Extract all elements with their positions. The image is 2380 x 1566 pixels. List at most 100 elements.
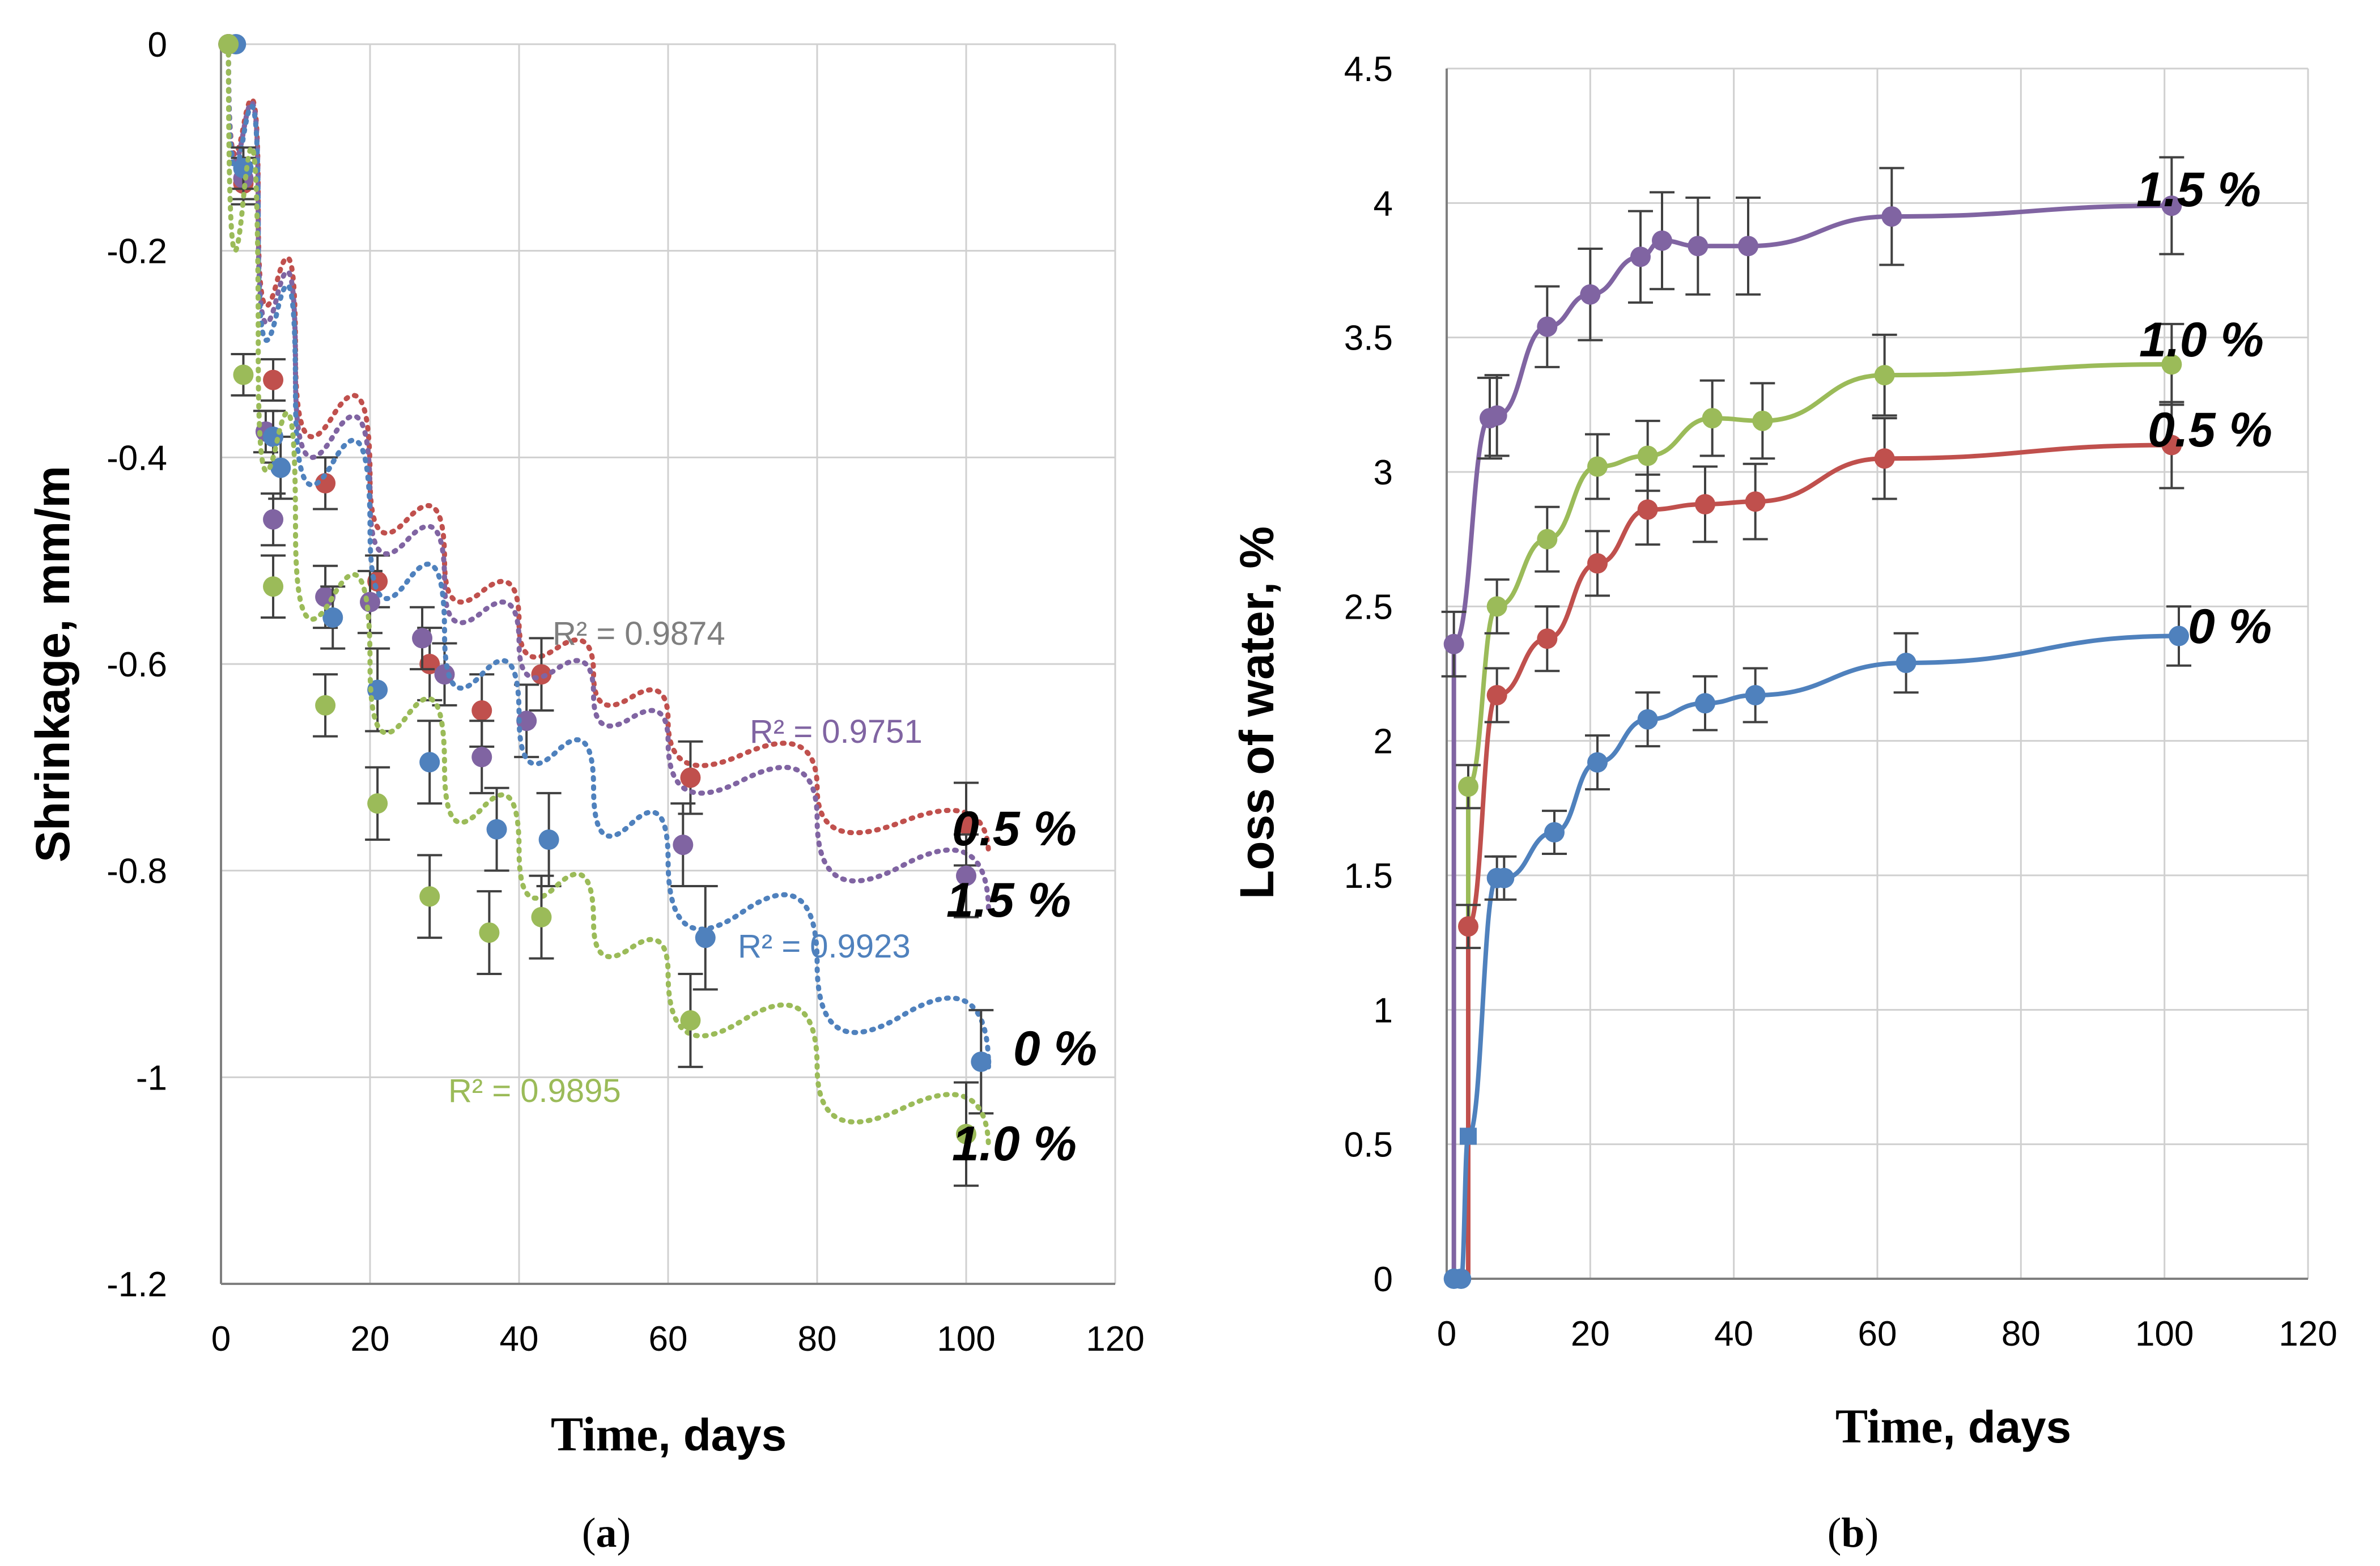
a-series-0-5-point-2 [263, 369, 284, 390]
a-series-0-point-1 [233, 158, 254, 178]
b-y-tick-1: 1 [1374, 991, 1393, 1030]
a-series-1-0-trendline [226, 41, 991, 1152]
b-y-axis-title: Loss of water, % [1230, 526, 1284, 899]
a-y-tick-0-4: -0.4 [107, 439, 167, 478]
a-series-0-5-point-7 [531, 664, 552, 685]
b-caption: (b) [1828, 1510, 1878, 1556]
b-x-tick-0: 0 [1437, 1314, 1456, 1354]
b-x-tick-20: 20 [1571, 1314, 1610, 1354]
b-x-axis-title: Time, days [1835, 1399, 2071, 1453]
b-caption-close: ) [1865, 1510, 1879, 1556]
a-series-0-5-point-9 [956, 814, 976, 835]
b-series-0-point-11 [2169, 625, 2189, 646]
b-x-tick-120: 120 [2279, 1314, 2337, 1354]
b-x-axis-title-rest: , days [1943, 1402, 2071, 1452]
a-series-0-label: 0 % [1013, 1022, 1097, 1076]
a-series-1-5-r2-label: R² = 0.9751 [750, 713, 923, 750]
a-series-1-5-point-7 [434, 664, 455, 685]
a-series-0-point-7 [486, 819, 507, 840]
b-series-1-0-point-2 [1537, 529, 1558, 550]
b-series-1-5-point-6 [1652, 230, 1672, 251]
a-y-tick-0-2: -0.2 [107, 232, 167, 271]
b-caption-letter: b [1841, 1510, 1864, 1556]
b-series-1-0-point-5 [1702, 408, 1723, 429]
b-series-1-5-point-3 [1537, 316, 1558, 337]
a-series-0-5-point-6 [471, 700, 492, 721]
b-series-1-5-point-4 [1580, 284, 1601, 305]
b-x-tick-80: 80 [2001, 1314, 2041, 1354]
b-x-tick-60: 60 [1858, 1314, 1897, 1354]
b-series-1-5-point-10 [2161, 195, 2182, 216]
b-y-tick-2: 2 [1374, 722, 1393, 761]
a-series-0-point-5 [367, 679, 388, 700]
b-series-0-5-label: 0.5 % [2148, 403, 2272, 457]
a-x-tick-0: 0 [211, 1320, 231, 1359]
a-series-1-0-point-7 [531, 907, 552, 927]
b-series-0-point-7 [1637, 709, 1658, 730]
a-series-0-point-8 [538, 829, 559, 850]
a-x-axis-title: Time, days [551, 1407, 787, 1461]
b-series-1-0-point-8 [2161, 354, 2182, 375]
b-series-0-label: 0 % [2188, 599, 2272, 654]
b-series-1-5-point-7 [1688, 236, 1708, 257]
a-series-0-r2-label: R² = 0.9923 [738, 928, 911, 965]
b-series-1-0-point-3 [1587, 456, 1608, 477]
a-series-1-5-trendline [226, 41, 991, 915]
a-series-1-5-point-8 [471, 747, 492, 768]
a-series-0-point-6 [419, 752, 440, 773]
b-series-1-0-line [1466, 362, 2172, 1279]
b-series-1-5-point-0 [1443, 633, 1464, 654]
a-series-1-0-point-2 [263, 576, 284, 597]
a-caption-close: ) [617, 1510, 631, 1556]
a-y-tick-1-2: -1.2 [107, 1265, 167, 1304]
b-series-1-0-point-1 [1486, 596, 1507, 617]
b-series-0-5-point-1 [1486, 684, 1507, 705]
b-series-1-5-point-5 [1630, 246, 1651, 267]
a-y-axis-title: Shrinkage, mm/m [26, 466, 79, 862]
a-x-tick-100: 100 [937, 1320, 995, 1359]
a-caption-letter: a [596, 1510, 617, 1556]
a-series-0-5-trendline [226, 41, 991, 858]
a-x-tick-20: 20 [351, 1320, 390, 1359]
a-series-1-5-point-9 [516, 710, 537, 731]
b-y-tick-4: 4 [1374, 184, 1393, 223]
a-series-1-0-point-3 [315, 695, 336, 716]
b-x-axis-title-word: Time [1835, 1399, 1943, 1453]
b-series-0-point-1 [1451, 1269, 1472, 1289]
b-y-tick-3-5: 3.5 [1344, 319, 1393, 358]
a-series-1-0-point-0 [218, 34, 239, 54]
b-y-tick-0: 0 [1374, 1260, 1393, 1299]
a-series-0-trendline [226, 41, 991, 1070]
a-y-tick-0: 0 [148, 25, 167, 65]
a-series-1-0-point-5 [419, 886, 440, 907]
a-y-tick-1: -1 [136, 1058, 167, 1097]
a-x-tick-60: 60 [649, 1320, 688, 1359]
a-x-tick-40: 40 [500, 1320, 539, 1359]
a-y-tick-0-8: -0.8 [107, 852, 167, 891]
b-series-0-5-point-7 [1874, 448, 1895, 469]
b-series-0-5-point-0 [1458, 916, 1478, 937]
b-series-0-5-point-3 [1587, 553, 1608, 574]
a-series-1-5-point-3 [263, 509, 284, 530]
b-series-0-point-5 [1544, 822, 1565, 843]
a-series-1-0-point-4 [367, 793, 388, 814]
b-series-0-5-point-2 [1537, 628, 1558, 649]
b-series-0-point-2 [1460, 1127, 1477, 1145]
a-series-0-5-label: 0.5 % [952, 802, 1077, 856]
a-series-1-5-point-10 [673, 835, 694, 856]
a-series-0-point-3 [270, 457, 291, 478]
a-series-0-point-9 [695, 927, 716, 948]
a-x-tick-120: 120 [1086, 1320, 1144, 1359]
a-series-1-0-point-8 [680, 1010, 701, 1031]
a-x-axis-title-word: Time [551, 1407, 658, 1461]
b-caption-open: ( [1828, 1510, 1842, 1556]
b-series-0-5-point-8 [2161, 435, 2182, 456]
chart-panel-a: 0 20 40 60 80 100 120 0 -0.2 -0.4 -0.6 -0.8 -1 -1.2 Sh… [26, 25, 1145, 1556]
b-y-tick-3: 3 [1374, 453, 1393, 492]
a-series-0-5-point-3 [315, 473, 336, 493]
b-series-1-5-point-9 [1881, 206, 1902, 227]
a-caption-open: ( [582, 1510, 596, 1556]
b-series-0-point-10 [1896, 653, 1916, 674]
b-series-1-0-point-7 [1874, 365, 1895, 386]
